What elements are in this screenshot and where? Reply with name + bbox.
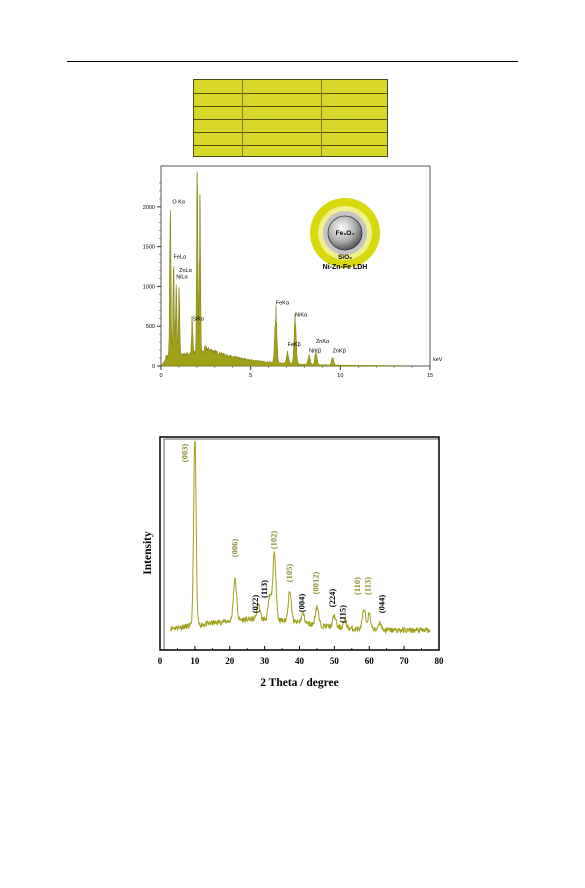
inset-fe3o4-core bbox=[327, 215, 363, 251]
table-row-divider bbox=[194, 131, 387, 133]
xrd-x-axis-label: 2 Theta / degree bbox=[260, 677, 338, 689]
eds-x-tick-label: 10 bbox=[337, 373, 343, 379]
xrd-peak-label: (102) bbox=[268, 531, 278, 550]
eds-x-tick-label: 5 bbox=[249, 373, 252, 379]
table-row-divider bbox=[194, 105, 387, 107]
xrd-y-axis-label: Intensity bbox=[142, 531, 154, 575]
xrd-peak-label: (224) bbox=[327, 589, 337, 608]
xrd-peak-label: (044) bbox=[376, 595, 386, 614]
inset-sio2-shell bbox=[323, 211, 367, 255]
eds-peak-label: FeKα bbox=[276, 301, 290, 307]
eds-y-tick-label: 1500 bbox=[143, 245, 155, 251]
inset-ldh-shell bbox=[310, 198, 380, 268]
xrd-peak-label: (105) bbox=[284, 564, 294, 583]
eds-peak-label: NiKα bbox=[295, 313, 308, 319]
eds-peak-label: ZnKβ bbox=[333, 348, 346, 354]
xrd-plot-inner-frame bbox=[163, 438, 440, 651]
table-row-divider bbox=[194, 144, 387, 146]
xrd-peak-label: (113) bbox=[363, 577, 373, 595]
xrd-plot-frame bbox=[159, 436, 440, 651]
header-rule bbox=[67, 61, 518, 62]
eds-peak-label: NiLα bbox=[176, 274, 188, 280]
xrd-x-tick-label: 70 bbox=[400, 656, 410, 666]
xrd-x-tick-label: 0 bbox=[158, 656, 163, 666]
xrd-x-tick-label: 30 bbox=[260, 656, 270, 666]
table-row-divider bbox=[194, 118, 387, 120]
eds-peak-label: NiKβ bbox=[309, 348, 321, 354]
xrd-peak-label: (004) bbox=[297, 594, 307, 613]
xrd-x-tick-label: 50 bbox=[330, 656, 340, 666]
eds-x-tick-label: 0 bbox=[159, 373, 162, 379]
xrd-peak-label: (006) bbox=[229, 539, 239, 558]
xrd-peak-label: (115) bbox=[338, 605, 348, 623]
xrd-x-tick-label: 80 bbox=[435, 656, 445, 666]
xrd-peak-label: (022) bbox=[250, 595, 260, 614]
eds-plot-frame bbox=[160, 165, 431, 367]
eds-peak-label: FeLα bbox=[174, 255, 187, 261]
eds-y-tick-label: 0 bbox=[152, 364, 155, 370]
table-row-divider bbox=[194, 92, 387, 94]
inset-core-label: Fe₃O₄ bbox=[336, 230, 355, 237]
eds-peak-label: ZnKα bbox=[316, 339, 330, 345]
eds-peak-label: ZnLα bbox=[179, 268, 192, 274]
xrd-peak-label: (110) bbox=[352, 577, 362, 595]
inset-ldh-label: Ni-Zn-Fe LDH bbox=[323, 264, 368, 271]
eds-x-tick-label: 15 bbox=[427, 373, 433, 379]
inset-shell-label: SiO₂ bbox=[338, 254, 352, 261]
xrd-x-tick-label: 10 bbox=[190, 656, 200, 666]
eds-y-tick-label: 2000 bbox=[143, 205, 155, 211]
xrd-x-tick-label: 60 bbox=[365, 656, 375, 666]
xrd-x-tick-label: 40 bbox=[295, 656, 305, 666]
table-column-divider bbox=[242, 80, 243, 156]
xrd-peak-label: (003) bbox=[179, 444, 189, 463]
eds-spectrum-area bbox=[160, 171, 404, 367]
eds-peak-label: SiKα bbox=[192, 317, 205, 323]
xrd-peak-label: (0012) bbox=[311, 572, 321, 595]
eds-x-axis-label: keV bbox=[433, 357, 443, 363]
table-column-divider bbox=[321, 80, 322, 156]
inset-ldh-inner bbox=[318, 206, 372, 260]
xrd-peak-label: (113) bbox=[259, 580, 269, 598]
xrd-pattern-line bbox=[170, 440, 431, 635]
eds-peak-label: O Kα bbox=[172, 200, 185, 206]
eds-y-tick-label: 500 bbox=[146, 324, 155, 330]
eds-peak-label: FeKβ bbox=[288, 342, 301, 348]
data-table bbox=[193, 79, 388, 157]
eds-y-tick-label: 1000 bbox=[143, 284, 155, 290]
xrd-x-tick-label: 20 bbox=[225, 656, 235, 666]
